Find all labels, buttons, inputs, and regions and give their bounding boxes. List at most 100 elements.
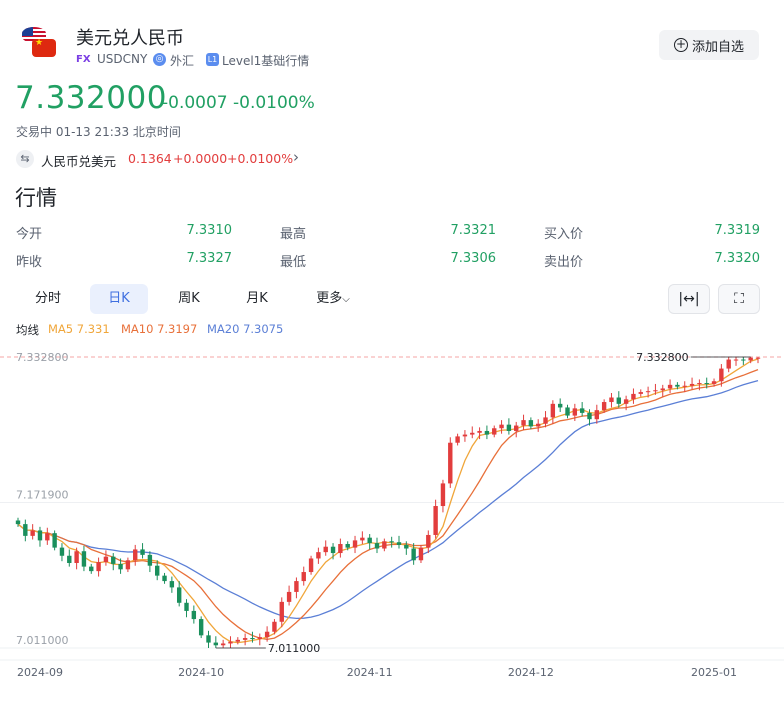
candle-body — [382, 541, 387, 549]
candle-body — [272, 621, 277, 632]
candle-body — [440, 483, 446, 507]
symbol-code: USDCNY — [97, 52, 148, 66]
open-value: 7.3310 — [186, 223, 233, 238]
candle-body — [557, 403, 563, 408]
tab-monthly-k[interactable]: 月K — [246, 291, 268, 306]
tab-more[interactable]: 更多⌵ — [300, 284, 366, 314]
candle-body — [631, 393, 636, 400]
candle-body — [37, 530, 43, 541]
candle-body — [572, 408, 578, 416]
price-change-percent: -0.0100% — [233, 93, 315, 113]
low-value: 7.3306 — [450, 251, 497, 266]
cn-flag-icon — [32, 39, 56, 57]
candle-body — [228, 641, 233, 644]
candle-body — [733, 359, 739, 361]
y-tick-label: 7.332800 — [16, 351, 69, 364]
level-label: Level1基础行情 — [222, 54, 310, 68]
reverse-pair-price: 0.1364 — [128, 151, 172, 166]
candle-body — [30, 530, 35, 536]
x-tick-label: 2024-11 — [347, 666, 393, 679]
candle-body — [697, 383, 702, 385]
expand-horizontal-icon[interactable]: |↔| — [668, 284, 710, 314]
candle-body — [118, 563, 123, 570]
reverse-pair-label[interactable]: 人民币兑美元 — [41, 154, 117, 169]
low-label: 最低 — [280, 255, 307, 270]
x-tick-label: 2025-01 — [691, 666, 737, 679]
high-value: 7.3321 — [450, 223, 497, 238]
candle-body — [521, 420, 526, 426]
tab-weekly-k[interactable]: 周K — [178, 291, 200, 306]
ma5-line — [17, 358, 759, 644]
chevron-right-icon[interactable]: › — [293, 148, 299, 166]
candle-body — [660, 388, 665, 391]
kline-chart[interactable]: 7.332800 7.171900 7.011000 2024-09 2024-10 20… — [0, 340, 784, 700]
candle-body — [477, 430, 482, 433]
candle-body — [367, 537, 372, 544]
candle-body — [719, 368, 724, 382]
candle-body — [257, 637, 262, 639]
plus-circle-icon: + — [673, 37, 688, 52]
candle-body — [645, 391, 651, 393]
candle-body — [330, 546, 336, 554]
ma20-line — [17, 379, 759, 620]
candle-body — [638, 392, 643, 394]
candle-body — [316, 552, 321, 559]
high-label: 最高 — [280, 227, 307, 242]
candle-body — [235, 639, 240, 642]
y-tick-label: 7.171900 — [16, 489, 69, 502]
market-label: 外汇 — [170, 54, 195, 68]
candle-body — [411, 548, 416, 561]
ma10-line — [17, 368, 759, 641]
max-price-label: 7.332800 — [636, 351, 689, 364]
candle-body — [286, 591, 292, 602]
current-price: 7.332000 — [15, 80, 167, 116]
fx-tag: FX — [76, 54, 91, 65]
price-change: -0.0007 — [162, 93, 228, 113]
tab-daily-k[interactable]: 日K — [90, 284, 148, 314]
candle-body — [250, 638, 255, 640]
candle-body — [711, 381, 717, 384]
candle-body — [616, 397, 621, 404]
candle-body — [169, 581, 175, 588]
candle-body — [147, 554, 153, 566]
ask-value: 7.3320 — [714, 251, 761, 266]
candle-body — [111, 556, 116, 564]
chevron-down-icon: ⌵ — [342, 294, 350, 305]
section-title: 行情 — [15, 186, 57, 210]
candle-body — [594, 410, 600, 420]
candle-body — [67, 555, 72, 563]
candle-body — [675, 384, 680, 387]
candle-body — [81, 551, 87, 567]
ma-legend-title: 均线 — [16, 323, 39, 337]
candle-body — [23, 524, 28, 536]
candle-body — [242, 638, 248, 640]
level-badge-icon: L1 — [206, 53, 219, 66]
bid-value: 7.3319 — [714, 223, 761, 238]
y-tick-label: 7.011000 — [16, 634, 69, 647]
ask-label: 卖出价 — [544, 255, 584, 270]
swap-icon[interactable]: ⇆ — [16, 150, 34, 168]
candle-body — [536, 423, 541, 427]
page-title: 美元兑人民币 — [76, 28, 184, 49]
candle-body — [623, 399, 629, 404]
candle-body — [484, 430, 490, 435]
candle-body — [45, 533, 50, 541]
open-label: 今开 — [16, 227, 43, 242]
candle-body — [565, 407, 570, 416]
candle-body — [741, 359, 746, 361]
tab-intraday[interactable]: 分时 — [34, 291, 61, 306]
fullscreen-icon[interactable]: ⛶ — [718, 284, 760, 314]
x-tick-label: 2024-10 — [178, 666, 224, 679]
candle-body — [689, 383, 695, 386]
candle-body — [52, 533, 57, 548]
candle-body — [360, 537, 365, 541]
candle-body — [462, 434, 468, 437]
candle-body — [352, 540, 358, 548]
candle-body — [506, 424, 512, 431]
candle-body — [396, 542, 402, 545]
candle-body — [374, 543, 380, 549]
candle-body — [103, 556, 109, 563]
candle-body — [74, 551, 79, 563]
add-watchlist-button[interactable]: + 添加自选 — [659, 30, 759, 60]
candle-body — [59, 547, 65, 556]
